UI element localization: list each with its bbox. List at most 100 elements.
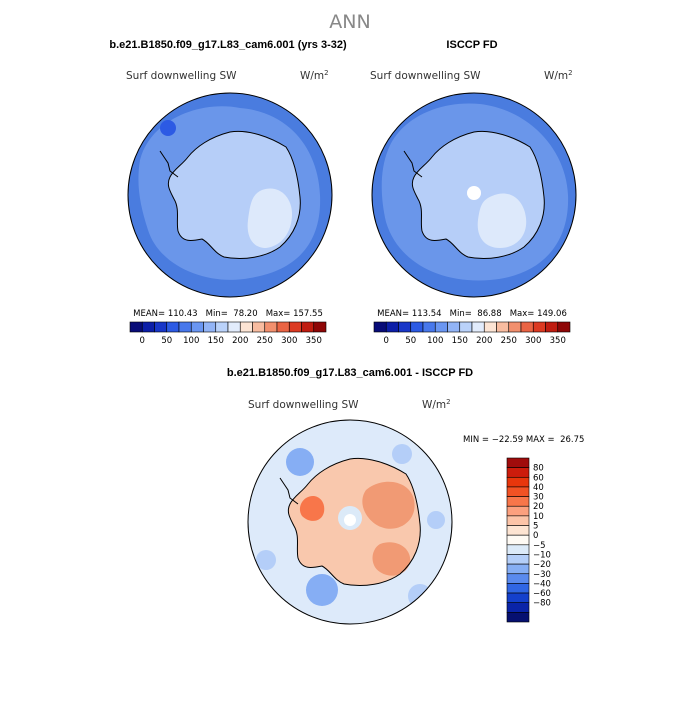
- model-plateau-field: [247, 188, 292, 248]
- colorbar-cell: [506, 515, 530, 526]
- colorbar-tick-label: −20: [533, 560, 551, 570]
- colorbar-cell: [301, 321, 315, 333]
- panel-obs-colorbar: [373, 321, 571, 333]
- figure-title: ANN: [329, 11, 370, 33]
- colorbar-tick-label: 300: [281, 336, 297, 346]
- model-map-border: [127, 92, 333, 298]
- colorbar-cell: [434, 321, 448, 333]
- panel-difference-stats: MIN = −22.59 MAX = 26.75: [463, 435, 584, 445]
- colorbar-tick-label: 300: [525, 336, 541, 346]
- colorbar-cell: [129, 321, 143, 333]
- diff-blue-patch: [306, 574, 338, 606]
- colorbar-tick-label: 200: [476, 336, 492, 346]
- panel-difference-map: [248, 420, 452, 624]
- colorbar-cell: [506, 486, 530, 497]
- colorbar-cell: [313, 321, 327, 333]
- panel-difference: b.e21.B1850.f09_g17.L83_cam6.001 - ISCCP…: [227, 367, 584, 625]
- colorbar-cell: [264, 321, 278, 333]
- colorbar-tick-label: −5: [533, 541, 546, 551]
- panel-model-units: W/m2: [300, 69, 329, 82]
- colorbar-tick-label: 100: [183, 336, 199, 346]
- colorbar-cell: [506, 534, 530, 546]
- colorbar-tick-label: 10: [533, 512, 544, 522]
- colorbar-cell: [557, 321, 571, 333]
- colorbar-cell: [215, 321, 229, 333]
- panel-obs-title: ISCCP FD: [446, 39, 497, 51]
- colorbar-tick-label: 350: [306, 336, 322, 346]
- panel-model-colorbar: [129, 321, 327, 333]
- colorbar-cell: [506, 612, 530, 623]
- colorbar-tick-label: 5: [533, 522, 538, 532]
- colorbar-cell: [373, 321, 387, 333]
- colorbar-cell: [545, 321, 559, 333]
- colorbar-cell: [422, 321, 436, 333]
- obs-map-border: [371, 92, 577, 298]
- colorbar-cell: [508, 321, 522, 333]
- colorbar-cell: [239, 321, 253, 333]
- panel-difference-variable-label: Surf downwelling SW: [248, 399, 359, 411]
- diff-blue-patch: [286, 448, 314, 476]
- colorbar-cell: [483, 321, 497, 333]
- colorbar-tick-label: −60: [533, 589, 551, 599]
- colorbar-tick-label: 150: [208, 336, 224, 346]
- colorbar-cell: [506, 457, 530, 468]
- colorbar-cell: [506, 476, 530, 488]
- colorbar-tick-label: −80: [533, 599, 551, 609]
- colorbar-cell: [141, 321, 155, 333]
- colorbar-cell: [227, 321, 241, 333]
- colorbar-cell: [506, 592, 530, 604]
- colorbar-cell: [506, 554, 530, 565]
- panel-obs-colorbar-ticks: 0 50 100 150 200 250 300 350: [384, 336, 566, 346]
- colorbar-cell: [520, 321, 534, 333]
- colorbar-tick-label: 40: [533, 483, 544, 493]
- colorbar-cell: [471, 321, 485, 333]
- diff-warm-patch: [362, 481, 415, 529]
- colorbar-tick-label: 250: [501, 336, 517, 346]
- panel-model-variable-label: Surf downwelling SW: [126, 70, 237, 82]
- colorbar-cell: [506, 467, 530, 478]
- colorbar-tick-label: 100: [427, 336, 443, 346]
- diff-blue-patch: [427, 511, 445, 529]
- panel-difference-units: W/m2: [422, 398, 451, 411]
- colorbar-tick-label: 0: [533, 531, 538, 541]
- colorbar-cell: [506, 583, 530, 594]
- colorbar-cell: [506, 544, 530, 555]
- diff-warm-patch: [372, 542, 411, 576]
- colorbar-cell: [252, 321, 266, 333]
- panel-model: b.e21.B1850.f09_g17.L83_cam6.001 (yrs 3-…: [109, 39, 347, 346]
- colorbar-cell: [532, 321, 546, 333]
- colorbar-tick-label: 80: [533, 464, 544, 474]
- colorbar-tick-label: 350: [550, 336, 566, 346]
- panel-model-map: [128, 93, 332, 297]
- colorbar-tick-label: 30: [533, 493, 544, 503]
- colorbar-cell: [496, 321, 510, 333]
- colorbar-cell: [447, 321, 461, 333]
- diff-blue-patch: [256, 550, 276, 570]
- colorbar-tick-label: 60: [533, 473, 544, 483]
- panel-model-stats: MEAN= 110.43 Min= 78.20 Max= 157.55: [133, 309, 323, 319]
- colorbar-cell: [506, 496, 530, 507]
- colorbar-tick-label: −30: [533, 570, 551, 580]
- diff-pole-hole: [344, 514, 356, 526]
- colorbar-cell: [506, 573, 530, 584]
- colorbar-tick-label: 50: [161, 336, 172, 346]
- colorbar-tick-label: 50: [405, 336, 416, 346]
- colorbar-cell: [410, 321, 424, 333]
- colorbar-cell: [154, 321, 168, 333]
- colorbar-cell: [506, 563, 530, 575]
- colorbar-tick-label: 250: [257, 336, 273, 346]
- colorbar-cell: [190, 321, 204, 333]
- panel-difference-title: b.e21.B1850.f09_g17.L83_cam6.001 - ISCCP…: [227, 367, 473, 379]
- diff-blue-patch: [392, 444, 412, 464]
- colorbar-cell: [288, 321, 302, 333]
- colorbar-cell: [276, 321, 290, 333]
- obs-pole-hole: [467, 186, 481, 200]
- colorbar-tick-label: 20: [533, 502, 544, 512]
- colorbar-tick-label: −10: [533, 550, 551, 560]
- panel-obs-units: W/m2: [544, 69, 573, 82]
- colorbar-cell: [178, 321, 192, 333]
- colorbar-tick-label: 150: [452, 336, 468, 346]
- panel-obs-variable-label: Surf downwelling SW: [370, 70, 481, 82]
- panel-obs: ISCCP FD Surf downwelling SW W/m2 MEAN= …: [370, 39, 577, 346]
